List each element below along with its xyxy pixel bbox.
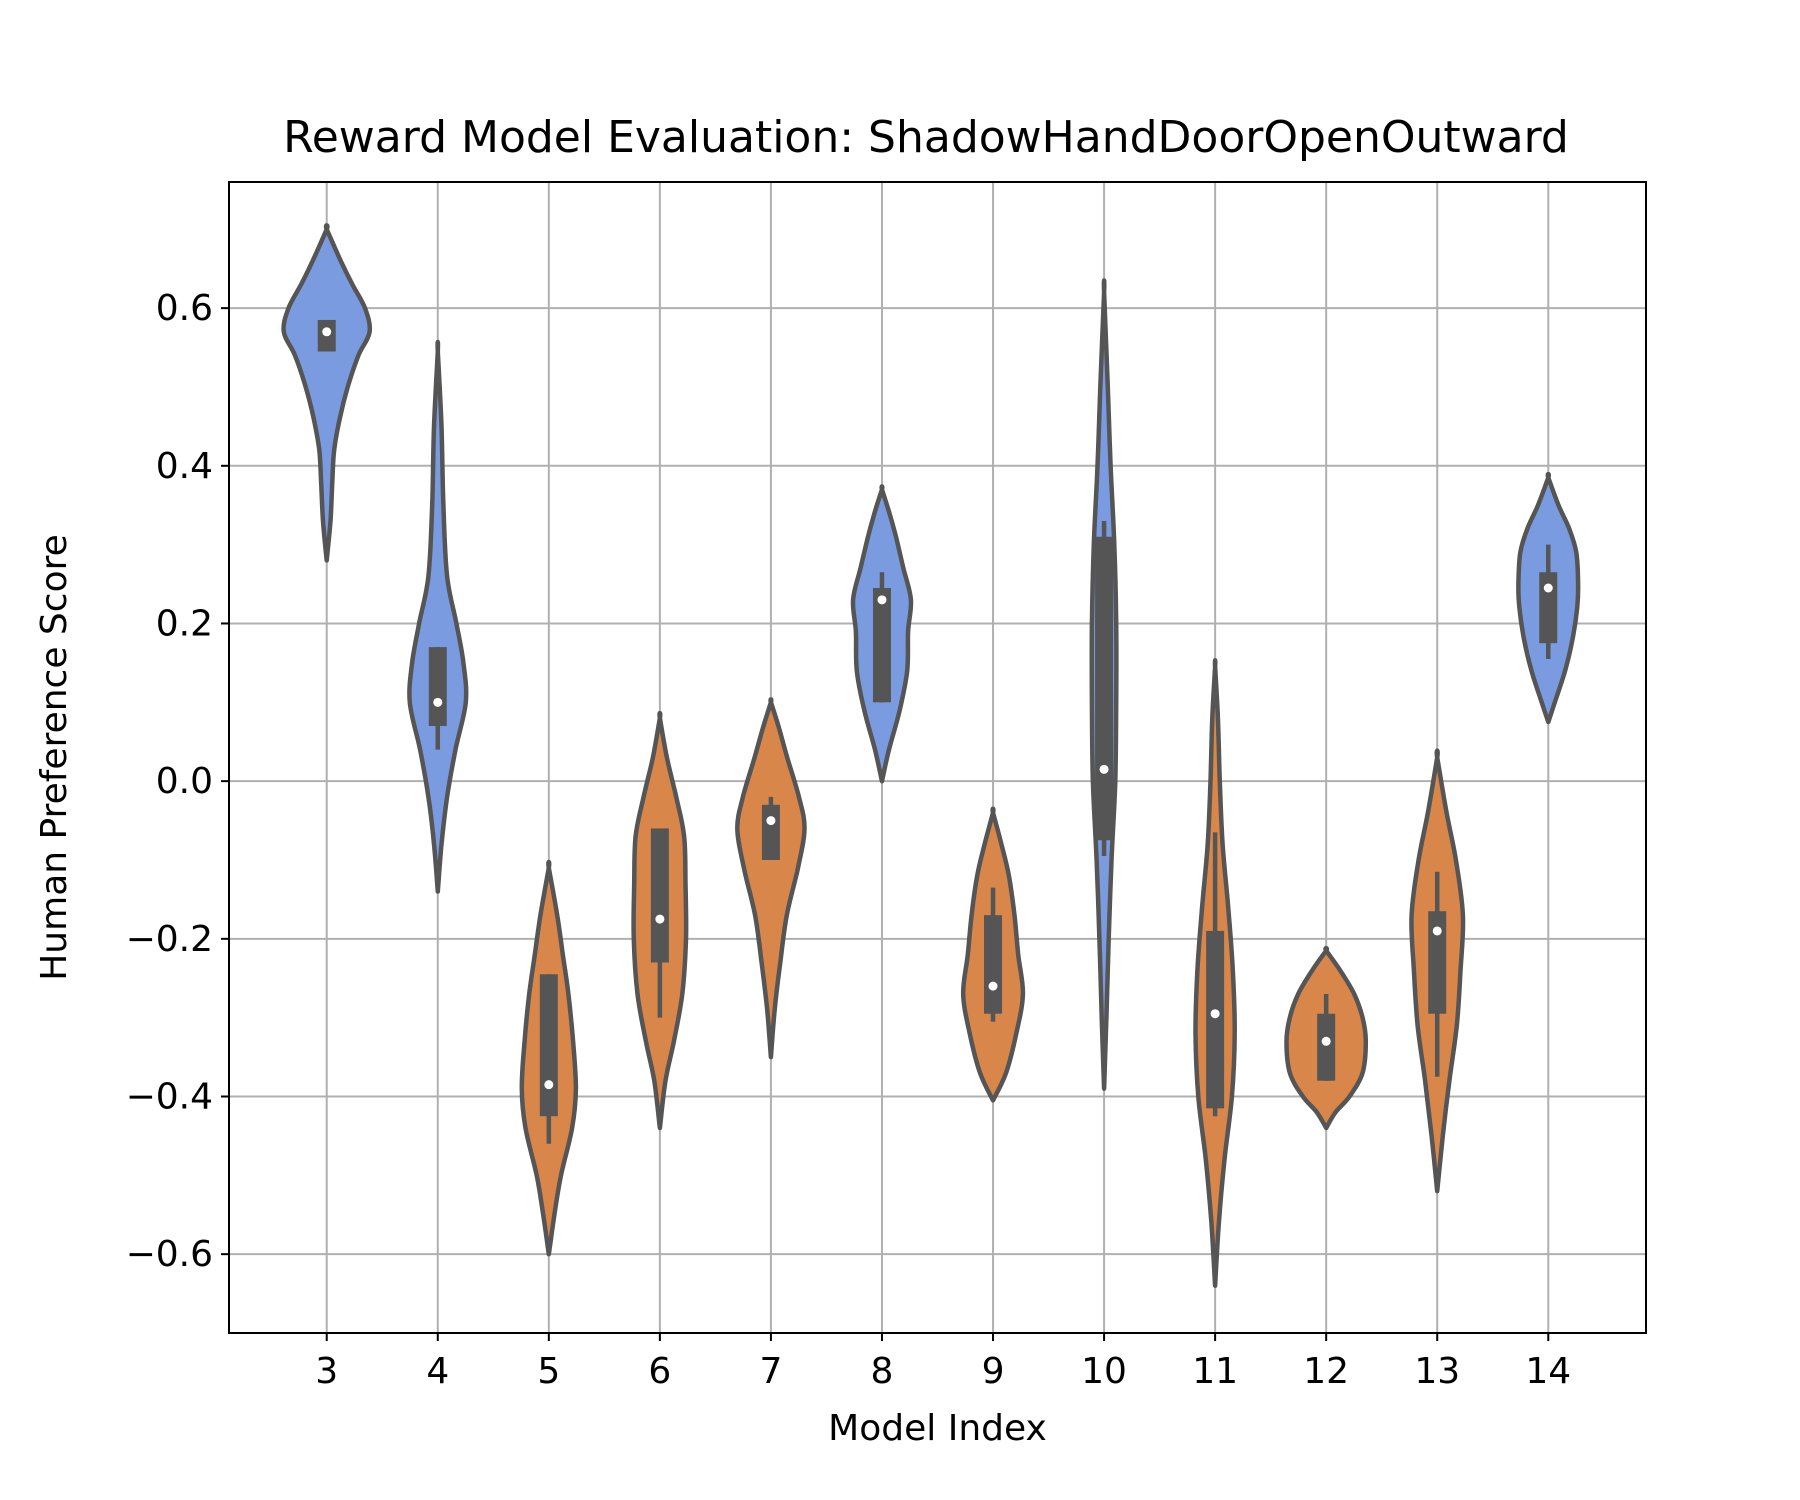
violin-median	[1210, 1009, 1220, 1019]
violin-iqr-box	[1428, 911, 1447, 1014]
y-tick-label: 0.6	[156, 288, 213, 329]
violin-iqr-box	[428, 647, 447, 726]
x-tick-label: 6	[648, 1351, 671, 1392]
x-tick-label: 7	[759, 1351, 782, 1392]
violin-median	[1543, 583, 1553, 593]
plot-frame	[228, 181, 1647, 1334]
violin-9	[960, 806, 1026, 1103]
violin-iqr-box	[984, 915, 1003, 1014]
y-tick-label: −0.4	[126, 1076, 213, 1117]
violin-14	[1516, 471, 1581, 725]
y-axis-label: Human Preference Score	[34, 534, 75, 981]
y-tick-label: −0.6	[126, 1234, 213, 1275]
violin-median	[877, 595, 887, 605]
violin-iqr-box	[1095, 536, 1114, 841]
violin-5	[519, 859, 579, 1257]
chart-title: Reward Model Evaluation: ShadowHandDoorO…	[283, 112, 1569, 163]
x-tick-label: 14	[1525, 1351, 1571, 1392]
violin-7	[735, 697, 807, 1060]
tick-layer: −0.6 −0.4 −0.2 0.0 0.2 0.4 0.6 3 4 5 6 7 8 9 10 11 12 13 1…	[126, 288, 1572, 1392]
violin-6	[631, 710, 689, 1131]
x-tick-label: 4	[426, 1351, 449, 1392]
violin-8	[850, 484, 914, 784]
x-tick-label: 10	[1081, 1351, 1127, 1392]
y-tick-label: −0.2	[126, 919, 213, 960]
violin-median	[322, 327, 332, 337]
y-tick-label: 0.0	[156, 761, 213, 802]
violin-4	[407, 339, 469, 894]
violin-median	[988, 981, 998, 991]
x-tick-label: 5	[537, 1351, 560, 1392]
x-tick-label: 9	[982, 1351, 1005, 1392]
violin-body	[407, 339, 469, 894]
violin-median	[433, 697, 443, 707]
violin-body	[281, 223, 373, 563]
violin-layer	[281, 223, 1581, 1288]
violin-11	[1193, 658, 1237, 1288]
violin-3	[281, 223, 373, 563]
violin-iqr-box	[1539, 572, 1558, 644]
x-tick-label: 13	[1414, 1351, 1460, 1392]
violin-13	[1409, 748, 1466, 1194]
violin-iqr-box	[650, 828, 669, 963]
violin-median	[1432, 926, 1442, 936]
violin-iqr-box	[539, 974, 558, 1117]
violin-median	[1099, 764, 1109, 774]
y-tick-label: 0.2	[156, 603, 213, 644]
violin-iqr-box	[872, 588, 891, 703]
x-axis-label: Model Index	[828, 1408, 1047, 1449]
violin-median	[1321, 1036, 1331, 1046]
violin-median	[544, 1080, 554, 1090]
violin-body	[735, 697, 807, 1060]
x-tick-label: 8	[871, 1351, 894, 1392]
violin-iqr-box	[761, 804, 780, 860]
violin-10	[1089, 278, 1119, 1091]
violin-12	[1284, 945, 1369, 1131]
y-tick-label: 0.4	[156, 446, 213, 487]
x-tick-label: 12	[1303, 1351, 1349, 1392]
violin-median	[655, 914, 665, 924]
violin-iqr-box	[1317, 1013, 1336, 1081]
x-tick-label: 3	[315, 1351, 338, 1392]
violin-median	[766, 816, 776, 826]
x-tick-label: 11	[1192, 1351, 1238, 1392]
violin-iqr-box	[1206, 930, 1225, 1109]
